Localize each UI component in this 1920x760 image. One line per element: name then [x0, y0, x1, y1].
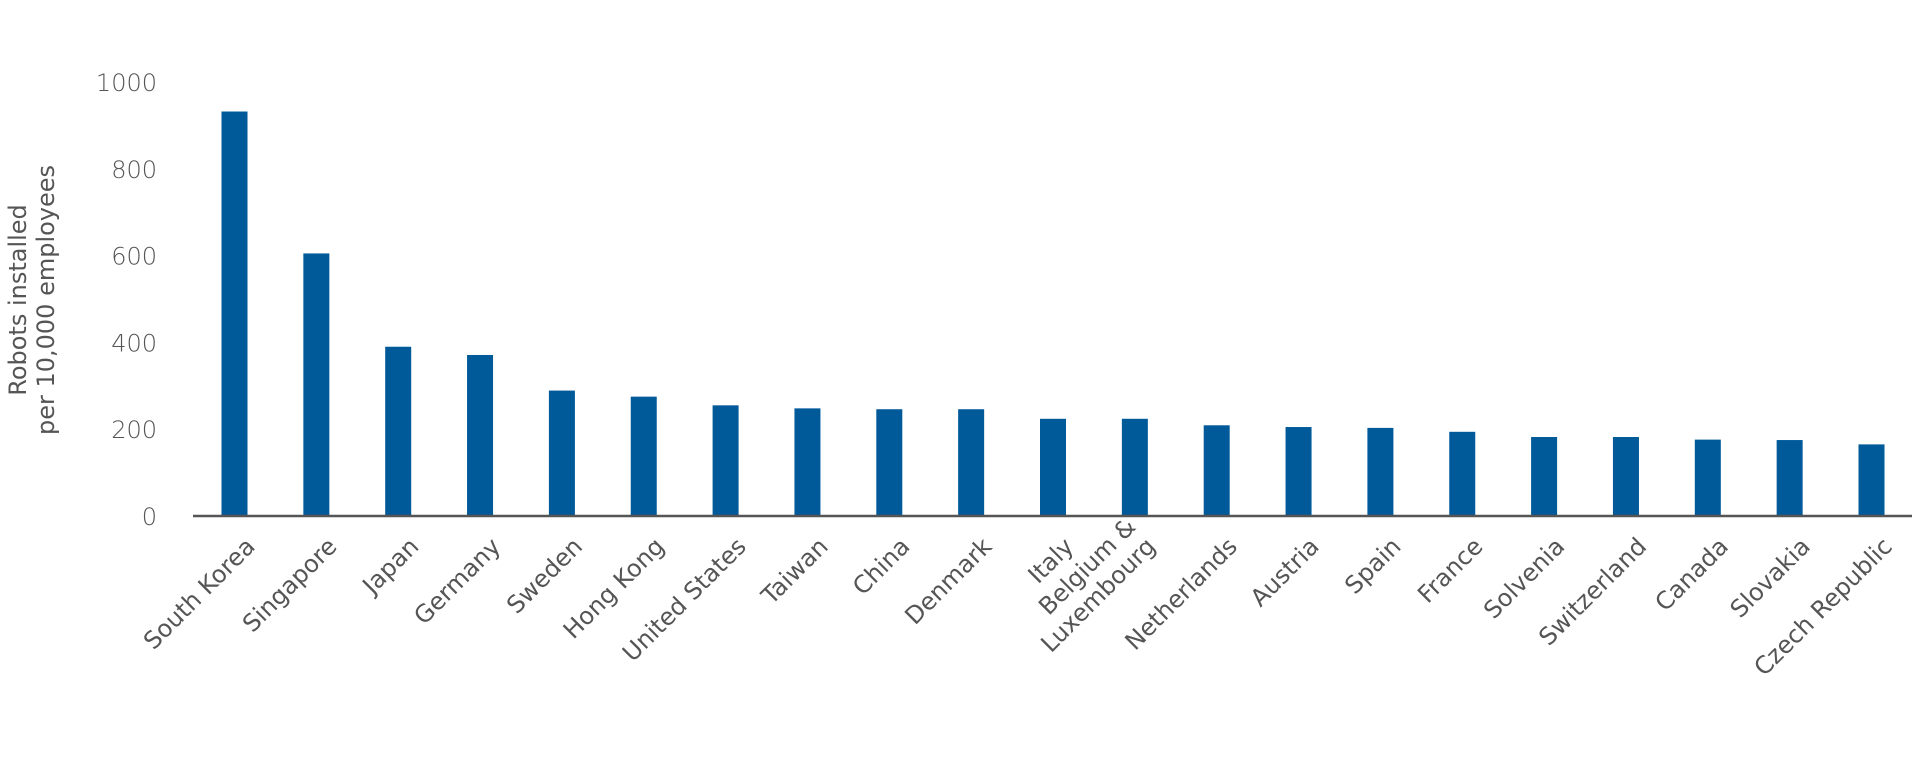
y-tick-label: 400 — [111, 329, 157, 357]
x-tick-label-line: France — [1412, 532, 1488, 608]
y-tick-label: 0 — [142, 503, 157, 531]
x-tick-label: South Korea — [138, 532, 261, 655]
bar — [1612, 437, 1639, 516]
bar — [1449, 431, 1476, 516]
x-tick-label: France — [1412, 532, 1488, 608]
bar — [303, 253, 330, 516]
y-axis-title-line-2: per 10,000 employees — [32, 165, 60, 435]
y-tick-label: 800 — [111, 156, 157, 184]
bar — [630, 396, 657, 516]
bars — [221, 111, 1885, 517]
x-tick-label-line: Denmark — [899, 532, 997, 630]
x-tick-label: Japan — [356, 532, 425, 601]
x-tick-label: Taiwan — [755, 532, 833, 610]
x-tick-label-line: South Korea — [138, 532, 261, 655]
x-tick-label: Canada — [1650, 532, 1734, 616]
x-tick-label-line: Canada — [1650, 532, 1734, 616]
bar — [1121, 418, 1148, 516]
y-axis-ticks: 0 200 400 600 800 1000 — [96, 69, 157, 531]
bar — [1203, 425, 1230, 516]
bar — [1694, 439, 1721, 516]
y-tick-label: 200 — [111, 416, 157, 444]
bar — [1531, 437, 1558, 516]
x-tick-label: Czech Republic — [1749, 532, 1898, 681]
bar — [794, 408, 821, 516]
x-tick-label-line: Taiwan — [755, 532, 833, 610]
bar — [1858, 444, 1885, 516]
x-tick-label-line: Czech Republic — [1749, 532, 1898, 681]
bar — [548, 390, 575, 516]
x-tick-label: Austria — [1245, 532, 1325, 612]
bar — [1285, 427, 1312, 516]
x-tick-label: China — [847, 532, 915, 600]
x-tick-label: Germany — [408, 532, 506, 630]
x-tick-label-line: Japan — [356, 532, 425, 601]
bar — [712, 405, 739, 516]
y-tick-label: 600 — [111, 243, 157, 271]
x-tick-label-line: Spain — [1339, 532, 1406, 599]
bar — [1367, 427, 1394, 516]
bar — [467, 354, 494, 516]
bar — [1776, 440, 1803, 516]
y-tick-label: 1000 — [96, 69, 157, 97]
x-tick-label-line: China — [847, 532, 915, 600]
x-tick-label: Spain — [1339, 532, 1406, 599]
bar — [221, 111, 248, 517]
x-tick-label-line: Austria — [1245, 532, 1325, 612]
bar — [385, 346, 412, 516]
bar — [876, 409, 903, 516]
x-tick-label: Denmark — [899, 532, 997, 630]
y-axis-title: Robots installed per 10,000 employees — [4, 165, 60, 435]
bar — [958, 409, 985, 516]
x-tick-label-line: Germany — [408, 532, 506, 630]
bar — [1040, 418, 1066, 516]
y-axis-title-line-1: Robots installed — [4, 204, 32, 396]
